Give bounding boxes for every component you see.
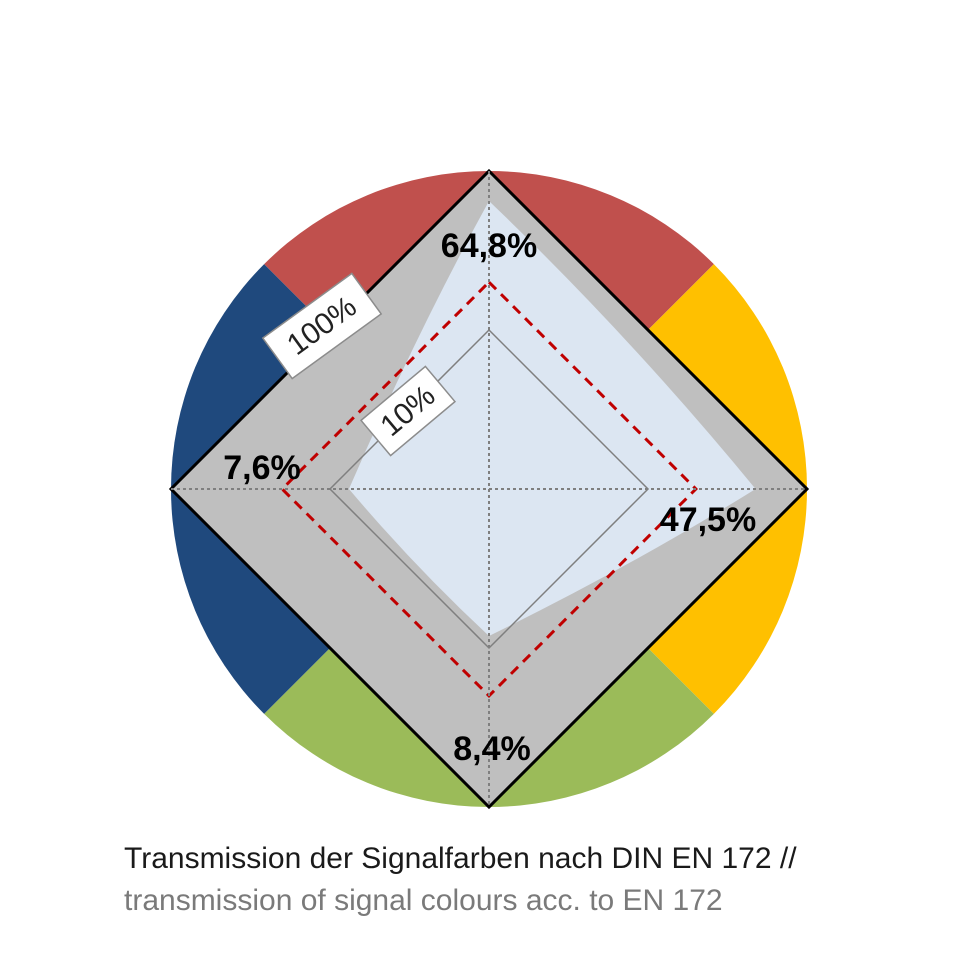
ring-100-percent <box>168 168 810 810</box>
caption-english: transmission of signal colours acc. to E… <box>124 884 723 917</box>
chart-caption: Transmission der Signalfarben nach DIN E… <box>124 838 964 922</box>
caption-german: Transmission der Signalfarben nach DIN E… <box>124 842 797 875</box>
transmission-area-shape <box>348 200 756 636</box>
value-label-top: 64,8% <box>441 227 537 265</box>
value-label-bottom: 8,4% <box>453 730 531 768</box>
value-label-right: 47,5% <box>660 501 756 539</box>
value-label-left: 7,6% <box>223 449 301 487</box>
